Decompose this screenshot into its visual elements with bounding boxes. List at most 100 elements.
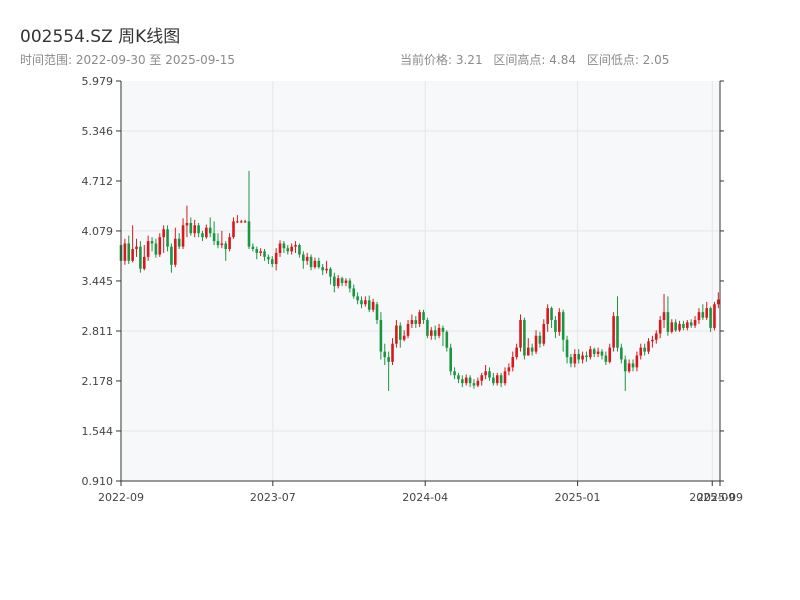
y-tick-label: 5.346 xyxy=(82,125,114,138)
candle-body xyxy=(406,323,410,336)
candle xyxy=(682,320,685,331)
y-tick-label: 5.979 xyxy=(82,75,114,88)
candle-body xyxy=(174,238,177,265)
x-tick-label: 2024-04 xyxy=(402,491,448,504)
candle-body xyxy=(480,375,484,381)
candle xyxy=(627,359,631,373)
candle-body xyxy=(259,251,262,253)
candle xyxy=(340,276,344,287)
candle xyxy=(259,248,262,257)
candle-body xyxy=(123,243,127,261)
candle xyxy=(154,238,158,258)
candle-body xyxy=(589,349,592,358)
candle-body xyxy=(220,243,224,246)
candle xyxy=(693,316,697,328)
candle-body xyxy=(313,260,317,268)
candle-body xyxy=(526,347,530,356)
candle-body xyxy=(344,280,348,283)
candle xyxy=(437,323,441,339)
candle-body xyxy=(336,278,340,287)
candle xyxy=(220,230,224,249)
candle-body xyxy=(503,371,507,384)
candle xyxy=(418,309,421,328)
candle xyxy=(352,284,356,299)
y-tick-label: 2.811 xyxy=(82,325,114,338)
candle-body xyxy=(511,357,515,368)
candle xyxy=(232,217,235,239)
candle-body xyxy=(356,296,359,301)
candle-body xyxy=(542,323,546,344)
candle xyxy=(445,330,449,352)
candle-body xyxy=(577,353,581,360)
candle-body xyxy=(410,320,414,324)
candle-body xyxy=(651,339,654,342)
candle-body xyxy=(647,341,650,352)
price-summary: 当前价格: 3.21 区间高点: 4.84 区间低点: 2.05 xyxy=(400,51,676,68)
candle-body xyxy=(208,227,212,234)
candle-body xyxy=(379,320,383,352)
candle-body xyxy=(367,300,371,310)
candle xyxy=(596,347,600,358)
candle xyxy=(336,275,340,289)
candle xyxy=(344,278,348,287)
candle xyxy=(263,249,266,261)
candle xyxy=(212,221,216,246)
candle xyxy=(492,372,495,386)
candle-body xyxy=(627,363,631,372)
candle-body xyxy=(212,233,216,242)
candle-body xyxy=(449,347,452,372)
x-tick-label: 2023-07 xyxy=(250,491,296,504)
candle xyxy=(317,257,321,269)
candle xyxy=(689,319,693,328)
candle xyxy=(534,330,538,354)
candle-body xyxy=(162,229,165,238)
candle xyxy=(185,205,189,238)
candle-body xyxy=(612,316,615,348)
candle-body xyxy=(705,308,709,318)
candle xyxy=(123,238,127,265)
candle xyxy=(697,308,701,324)
candle-body xyxy=(600,351,604,356)
candle-body xyxy=(228,237,231,250)
candle xyxy=(189,217,193,236)
candle xyxy=(654,330,658,344)
candle-body xyxy=(468,377,472,384)
candle-body xyxy=(325,268,328,271)
candle xyxy=(550,306,553,328)
candle-body xyxy=(247,221,251,247)
candle-body xyxy=(398,325,402,340)
candle xyxy=(643,343,646,356)
candle xyxy=(713,301,716,331)
candle-body xyxy=(383,351,387,358)
candle xyxy=(313,257,317,269)
candle-body xyxy=(565,339,569,358)
candle xyxy=(453,367,456,380)
candle xyxy=(224,241,228,261)
candle-body xyxy=(538,335,542,344)
candle xyxy=(174,227,177,268)
candle-body xyxy=(430,330,433,336)
candle-body xyxy=(445,331,449,348)
candle-body xyxy=(620,347,623,360)
candle-body xyxy=(713,304,716,328)
candle-body xyxy=(205,227,208,238)
candle-body xyxy=(546,308,549,324)
candle xyxy=(468,375,472,388)
candle-body xyxy=(573,353,577,364)
candle-body xyxy=(418,312,421,324)
candle-body xyxy=(197,225,200,234)
candle-body xyxy=(267,256,270,260)
candle xyxy=(383,343,387,366)
candle xyxy=(666,296,670,336)
candle-body xyxy=(278,243,282,253)
plot-area xyxy=(121,81,720,481)
candle-body xyxy=(488,371,491,378)
candle xyxy=(395,320,398,348)
candle-body xyxy=(464,377,468,384)
candle xyxy=(480,372,484,386)
candle-body xyxy=(472,383,476,386)
candle xyxy=(414,316,418,328)
candle xyxy=(600,349,604,360)
candle xyxy=(476,377,480,388)
candle xyxy=(585,351,588,362)
